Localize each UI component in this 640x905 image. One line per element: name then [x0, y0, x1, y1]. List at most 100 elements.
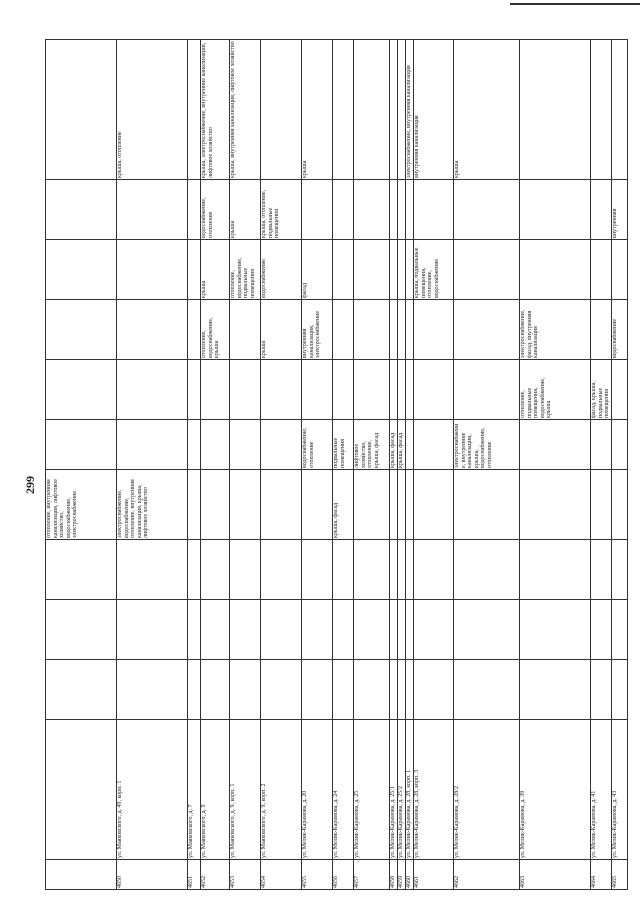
cell — [301, 539, 333, 600]
cell — [389, 179, 398, 240]
cell — [519, 659, 591, 720]
cell — [353, 359, 390, 420]
cell: фасад — [301, 239, 333, 300]
row-id: 4661 — [413, 859, 454, 890]
cell — [301, 469, 333, 540]
cell — [519, 239, 591, 300]
address: ул. Маяковского, д. 9, корп. 2 — [260, 719, 302, 860]
cell — [405, 359, 414, 420]
table-row: 4653 ул. Маяковского, д. 9, корп. 1 отопле… — [229, 39, 261, 890]
cell — [260, 539, 302, 600]
cell: крыша, электроснабжение, внутренние кана… — [200, 39, 230, 180]
cell — [353, 39, 390, 180]
row-id: 4650 — [116, 859, 188, 890]
cell — [187, 659, 201, 720]
cell — [45, 659, 117, 720]
cell — [413, 299, 454, 360]
cell: фасад, крыша, подвальные помещения — [590, 359, 611, 420]
cell — [116, 359, 188, 420]
cell — [453, 659, 520, 720]
cell — [453, 539, 520, 600]
row-id: 4657 — [353, 859, 390, 890]
cell — [353, 659, 390, 720]
address: ул. Мелик-Карамова, д. 39 — [519, 719, 591, 860]
cell: крыша, отопление, подвальные помещения — [260, 179, 302, 240]
cell: отопление, водоснабжение, подвальные пом… — [229, 239, 261, 300]
row-id: 4660 — [405, 859, 414, 890]
address: ул. Мелик-Карамова, д. 20 — [301, 719, 333, 860]
cell — [353, 239, 390, 300]
cell — [413, 419, 454, 470]
work-table: отопление, внутренняя канализация, лифто… — [45, 39, 628, 890]
cell — [45, 599, 117, 660]
cell — [405, 179, 414, 240]
cell — [453, 299, 520, 360]
cell — [389, 659, 398, 720]
cell: водоснабжение, отопление — [200, 179, 230, 240]
cell — [405, 659, 414, 720]
cell — [332, 659, 354, 720]
cell: крыша — [229, 179, 261, 240]
cell: крыша — [453, 39, 520, 180]
cell — [229, 299, 261, 360]
address: ул. Маяковского, д. 9, корп. 1 — [229, 719, 261, 860]
table-row: 4663 ул. Мелик-Карамова, д. 39 отопление, … — [519, 39, 591, 890]
cell — [389, 599, 398, 660]
cell — [116, 659, 188, 720]
cell — [45, 39, 117, 180]
address: ул. Мелик-Карамова, д. 28, корп. 3 — [413, 719, 454, 860]
table-row: 4652 ул. Маяковского, д. 9 отопление, водо… — [200, 39, 230, 890]
cell — [332, 599, 354, 660]
cell: лифтовое хозяйство, отопление, крыша, фа… — [353, 419, 390, 470]
cell — [413, 469, 454, 540]
cell — [405, 239, 414, 300]
cell — [187, 599, 201, 660]
cell: электроснабжение, внутренние канализации… — [453, 419, 520, 470]
rotated-sheet: отопление, внутренняя канализация, лифто… — [45, 39, 627, 890]
cell — [590, 239, 611, 300]
cell — [405, 419, 414, 470]
cell: крыша — [260, 299, 302, 360]
cell: электроснабжение, фасад, внутренняя кана… — [519, 299, 591, 360]
cell — [590, 469, 611, 540]
cell: крыша — [301, 39, 333, 180]
cell — [405, 599, 414, 660]
cell: крыша, фасад — [332, 469, 354, 540]
cell — [397, 659, 406, 720]
cell — [397, 359, 406, 420]
cell — [453, 469, 520, 540]
page-number: 299 — [23, 476, 37, 494]
cell — [397, 179, 406, 240]
address: ул. Мелик-Карамова, д. 24 — [332, 719, 354, 860]
cell — [590, 539, 611, 600]
table-row: 4658 ул. Мелик-Карамова, д. 25/1 крыша, фа… — [389, 39, 398, 890]
table-row: 4662 ул. Мелик-Карамова, д. 28/2 электросн… — [453, 39, 520, 890]
cell — [332, 299, 354, 360]
cell — [301, 179, 333, 240]
cell — [301, 659, 333, 720]
cell — [519, 539, 591, 600]
cell — [332, 239, 354, 300]
cell — [397, 239, 406, 300]
cell — [405, 469, 414, 540]
row-id: 4662 — [453, 859, 520, 890]
cell — [611, 539, 627, 600]
table-row: 4651 ул. Маяковского, д. 7 — [187, 39, 201, 890]
row-id: 4665 — [611, 859, 627, 890]
row-id: 4656 — [332, 859, 354, 890]
cell — [187, 299, 201, 360]
cell — [590, 599, 611, 660]
cell — [187, 419, 201, 470]
cell — [200, 659, 230, 720]
cell — [590, 179, 611, 240]
cell: отопление, подвальные помещения, водосна… — [519, 359, 591, 420]
cell: отопление, внутренняя канализация, лифто… — [45, 469, 117, 540]
table-row: 4660 ул. Мелик-Карамова, д. 28, корп. 1 эл… — [405, 39, 414, 890]
cell — [397, 539, 406, 600]
table-row: 4661 ул. Мелик-Карамова, д. 28, корп. 3 кр… — [413, 39, 454, 890]
address: ул. Мелик-Карамова, д. 25 — [353, 719, 390, 860]
cell — [389, 299, 398, 360]
cell — [116, 179, 188, 240]
row-id: 4653 — [229, 859, 261, 890]
